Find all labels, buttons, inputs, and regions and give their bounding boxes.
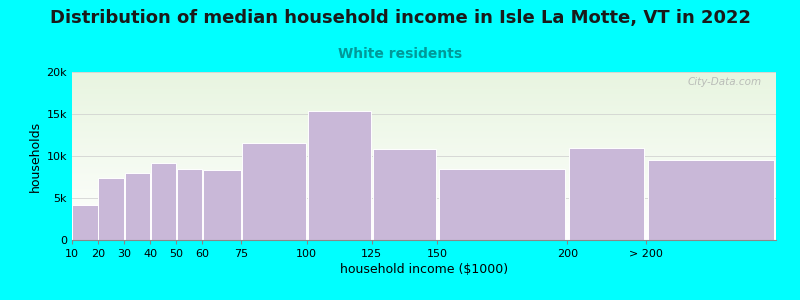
Text: City-Data.com: City-Data.com bbox=[688, 77, 762, 87]
Y-axis label: households: households bbox=[30, 120, 42, 192]
Text: White residents: White residents bbox=[338, 46, 462, 61]
Bar bbox=[72, 205, 98, 240]
Bar bbox=[203, 170, 241, 240]
Bar bbox=[242, 143, 306, 240]
Bar bbox=[150, 163, 176, 240]
Bar bbox=[125, 173, 150, 240]
Bar bbox=[569, 148, 645, 240]
Bar bbox=[177, 169, 202, 240]
Bar bbox=[373, 149, 436, 240]
Bar bbox=[647, 160, 774, 240]
X-axis label: household income ($1000): household income ($1000) bbox=[340, 263, 508, 276]
Text: Distribution of median household income in Isle La Motte, VT in 2022: Distribution of median household income … bbox=[50, 9, 750, 27]
Bar bbox=[439, 169, 566, 240]
Bar bbox=[308, 111, 371, 240]
Bar bbox=[98, 178, 124, 240]
